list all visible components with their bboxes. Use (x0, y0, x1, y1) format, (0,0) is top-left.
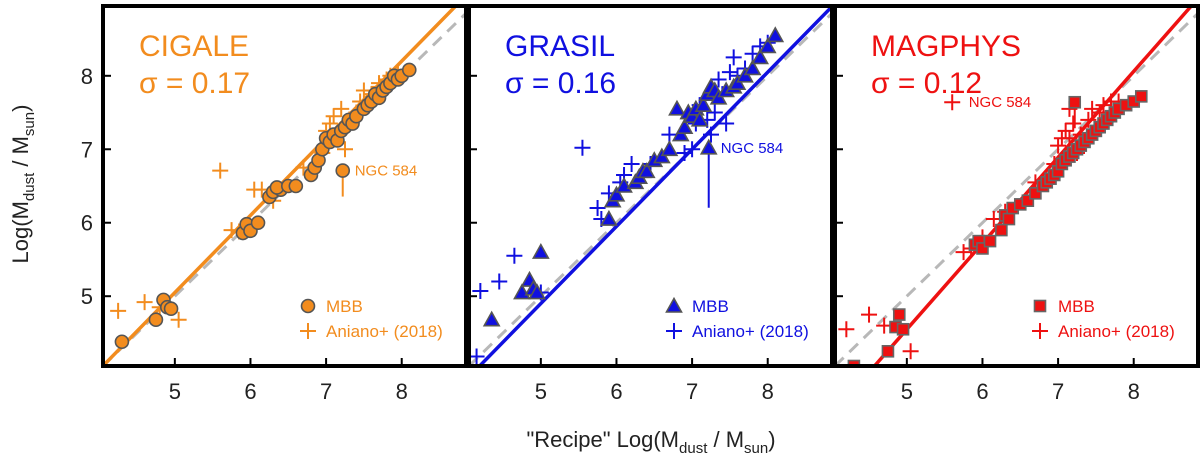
mbb-point (662, 142, 677, 156)
legend-aniano-label: Aniano+ (2018) (692, 322, 809, 341)
mbb-point (898, 324, 909, 335)
legend-mbb-label: MBB (1058, 297, 1095, 316)
x-tick-label: 5 (901, 379, 913, 404)
mbb-point (149, 313, 162, 326)
mbb-point (165, 302, 178, 315)
legend-aniano-marker (1032, 323, 1048, 339)
legend-aniano-marker (666, 323, 682, 339)
mbb-point (768, 28, 783, 42)
panel-title: MAGPHYS (871, 30, 1021, 63)
legend-mbb-marker (1035, 301, 1046, 312)
aniano-point (838, 321, 854, 337)
mbb-point (701, 140, 716, 154)
x-axis-label: "Recipe" Log(Mdust / Msun) (526, 427, 775, 457)
mbb-point (894, 309, 905, 320)
mbb-point (1003, 214, 1014, 225)
annotation-label: NGC 584 (969, 94, 1032, 111)
sigma-label: σ = 0.12 (871, 67, 982, 100)
mbb-point (403, 63, 416, 76)
aniano-point (137, 294, 153, 310)
legend-mbb-marker (302, 300, 315, 313)
aniano-point (703, 127, 719, 143)
mbb-point (289, 180, 302, 193)
panel-grasil: 5 6 7 8 GRASIL σ = 0.16 NGC 584 MBB Aniano+ (201… (469, 6, 832, 404)
legend-mbb-marker (667, 299, 682, 313)
y-tick-label: 6 (81, 211, 93, 236)
mbb-point (336, 164, 349, 177)
x-tick-label: 8 (762, 379, 774, 404)
x-tick-label: 6 (610, 379, 622, 404)
mbb-point (1136, 91, 1147, 102)
aniano-point (903, 343, 919, 359)
y-tick-label: 5 (81, 284, 93, 309)
aniano-point (110, 303, 126, 319)
aniano-point (861, 307, 877, 323)
aniano-point (212, 163, 228, 179)
mbb-point (252, 216, 265, 229)
panels-group: 5 6 7 8 5 6 7 8 CIGALE σ = 0.17 NGC 584 MBB Aniano+ … (81, 0, 1198, 411)
x-tick-label: 5 (169, 379, 181, 404)
panel-title: GRASIL (505, 30, 615, 63)
aniano-point (506, 248, 522, 264)
aniano-point (590, 200, 606, 216)
y-tick-label: 7 (81, 137, 93, 162)
annotation-label: NGC 584 (721, 140, 784, 157)
aniano-point (326, 108, 342, 124)
mbb-point (996, 225, 1007, 236)
legend-aniano-label: Aniano+ (2018) (326, 322, 443, 341)
aniano-point (491, 274, 507, 290)
mbb-point (533, 245, 548, 258)
aniano-point (624, 156, 640, 172)
x-tick-label: 5 (535, 379, 547, 404)
annotation-label: NGC 584 (355, 163, 418, 180)
aniano-point (574, 140, 590, 156)
mbb-point (115, 335, 128, 348)
aniano-point (677, 145, 693, 161)
aniano-point (1065, 116, 1081, 132)
panel-title: CIGALE (139, 30, 249, 63)
y-tick-label: 8 (81, 64, 93, 89)
mbb-point (484, 312, 499, 326)
legend-aniano-label: Aniano+ (2018) (1058, 322, 1175, 341)
x-tick-label: 6 (244, 379, 256, 404)
mbb-point (669, 101, 684, 115)
x-tick-label: 7 (686, 379, 698, 404)
x-tick-label: 6 (976, 379, 988, 404)
chart-figure: 5 6 7 8 5 6 7 8 CIGALE σ = 0.17 NGC 584 MBB Aniano+ … (0, 0, 1200, 459)
y-axis-label: Log(Mdust / Msun) (8, 105, 38, 264)
mbb-point (985, 236, 996, 247)
mbb-point (1069, 97, 1080, 108)
sigma-label: σ = 0.16 (505, 67, 616, 100)
x-tick-label: 7 (1052, 379, 1064, 404)
x-tick-label: 7 (320, 379, 332, 404)
aniano-point (726, 49, 742, 65)
x-tick-label: 8 (1128, 379, 1140, 404)
legend-mbb-label: MBB (326, 297, 363, 316)
legend-mbb-label: MBB (692, 297, 729, 316)
legend-aniano-marker (300, 323, 316, 339)
panel-cigale: 5 6 7 8 5 6 7 8 CIGALE σ = 0.17 NGC 584 MBB Aniano+ … (81, 0, 466, 404)
mbb-point (882, 346, 893, 357)
x-tick-label: 8 (396, 379, 408, 404)
sigma-label: σ = 0.17 (139, 67, 250, 100)
